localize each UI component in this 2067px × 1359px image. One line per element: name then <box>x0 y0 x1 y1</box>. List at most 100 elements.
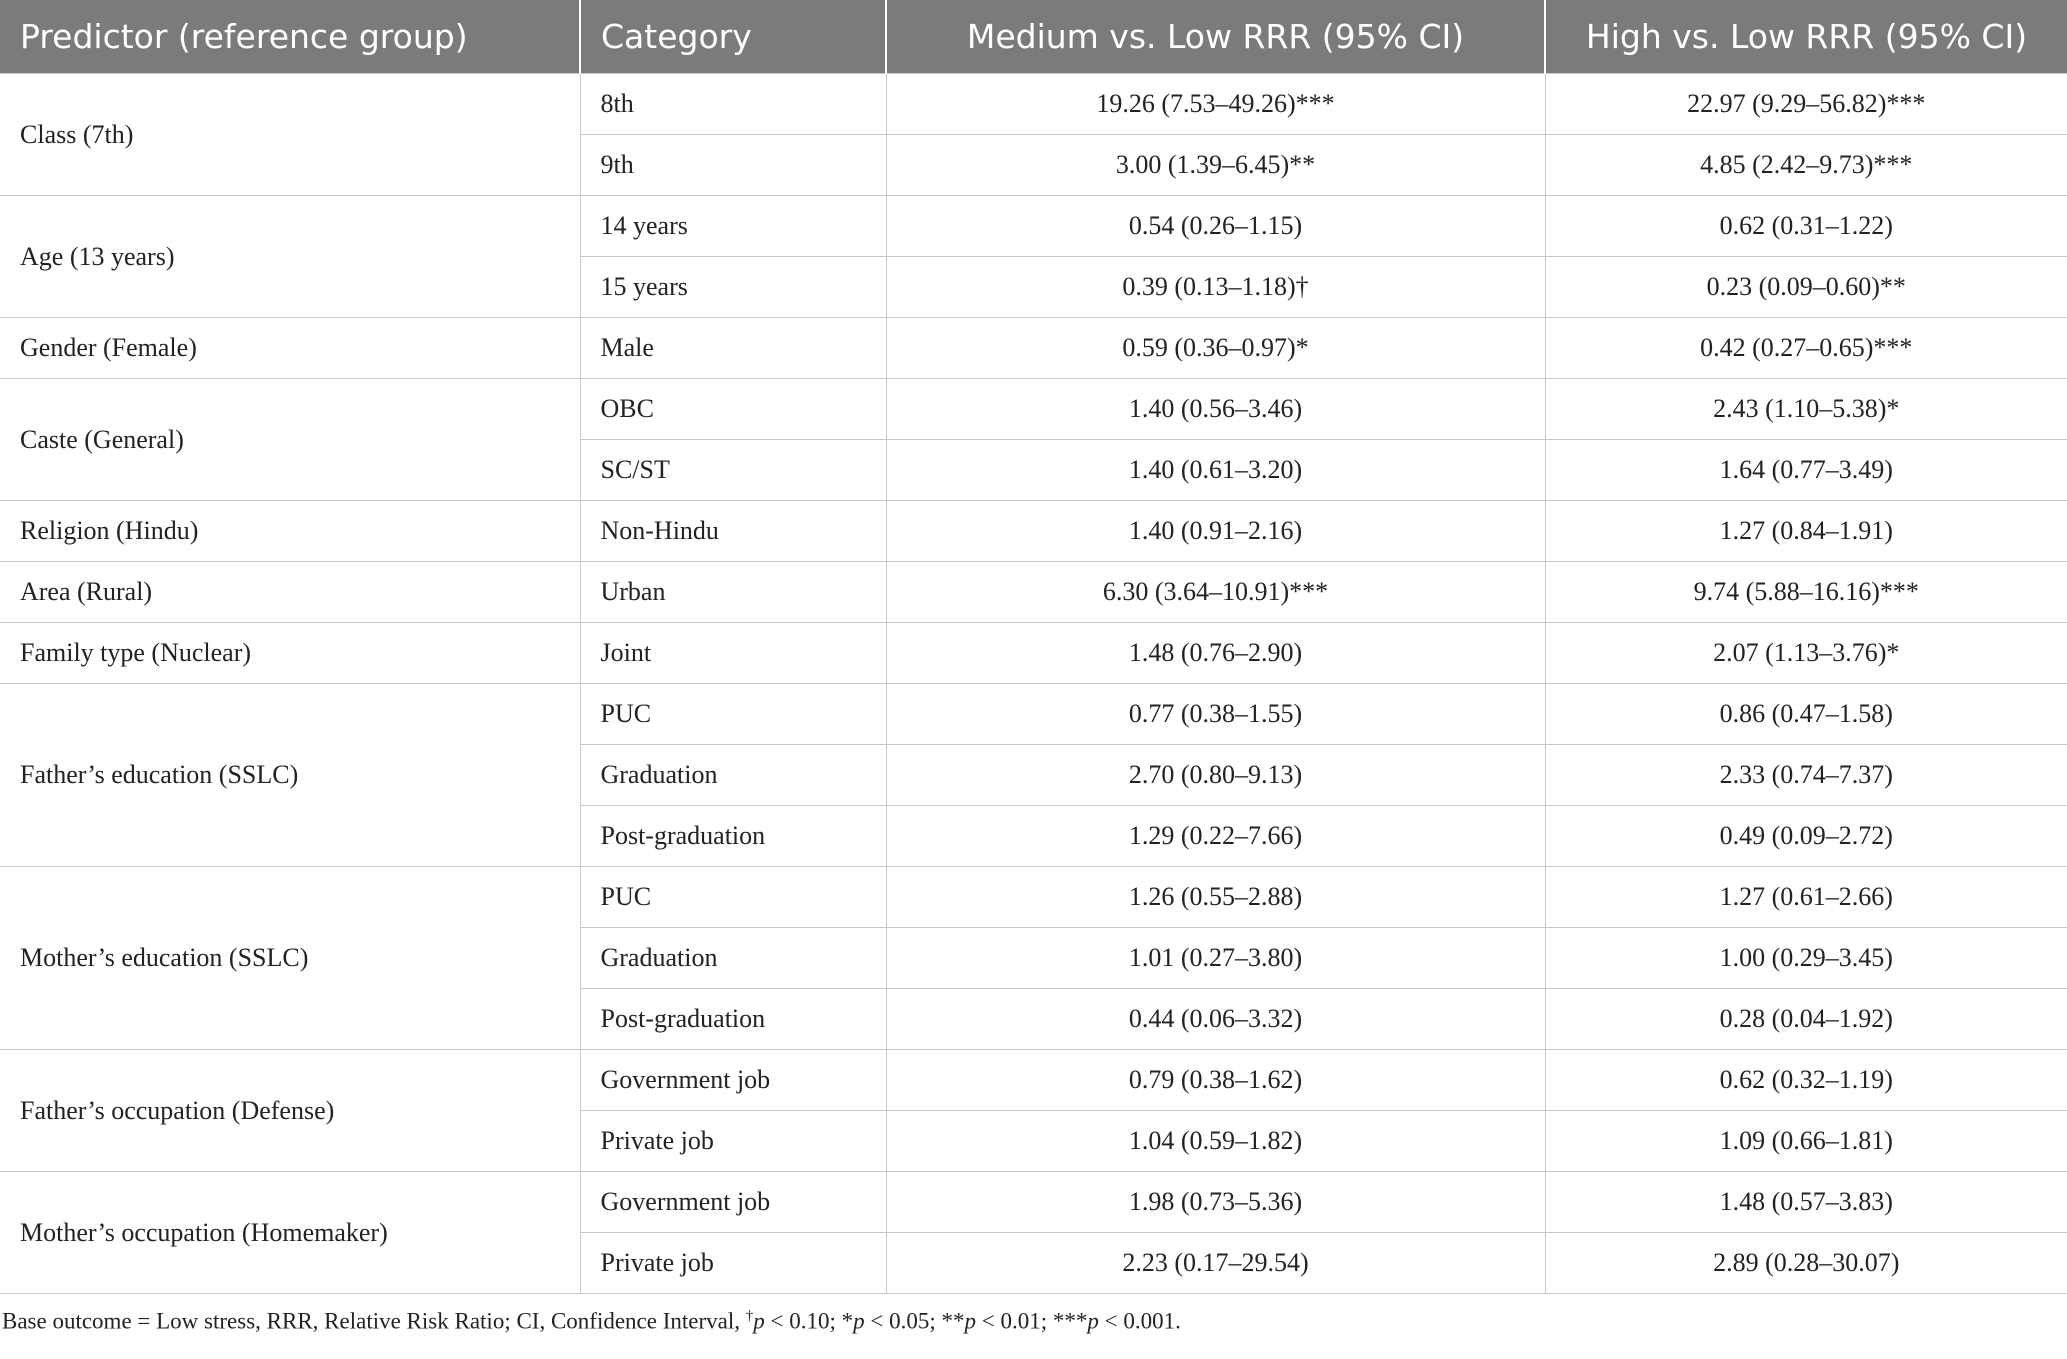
category-cell: 15 years <box>580 256 887 318</box>
value-cell: 6.30 (3.64–10.91)*** <box>885 561 1546 623</box>
predictor-cell: Age (13 years) <box>0 195 581 318</box>
category-cell: SC/ST <box>580 439 887 501</box>
table-row: Private job 2.23 (0.17–29.54) 2.89 (0.28–3… <box>0 1232 2067 1294</box>
value-cell: 0.77 (0.38–1.55) <box>885 683 1546 745</box>
value-cell: 1.40 (0.91–2.16) <box>885 500 1546 562</box>
table-row: Age (13 years) 14 years 0.54 (0.26–1.15) 0.… <box>0 195 2067 318</box>
table-row: Post-graduation 0.44 (0.06–3.32) 0.28 (0.0… <box>0 988 2067 1050</box>
footnote-text: p <box>1087 1308 1099 1334</box>
category-cell: PUC <box>579 866 887 928</box>
predictor-cell: Religion (Hindu) <box>0 500 581 562</box>
predictor-cell: Family type (Nuclear) <box>0 622 581 684</box>
value-cell: 0.62 (0.32–1.19) <box>1544 1049 2067 1111</box>
category-cell: Private job <box>580 1232 887 1294</box>
value-cell: 1.40 (0.61–3.20) <box>885 439 1546 501</box>
value-cell: 0.59 (0.36–0.97)* <box>885 317 1546 379</box>
table-row: Caste (General) OBC 1.40 (0.56–3.46) 2.43 (… <box>0 378 2067 501</box>
value-cell: 0.86 (0.47–1.58) <box>1544 683 2067 745</box>
value-cell: 1.01 (0.27–3.80) <box>885 927 1546 989</box>
value-cell: 1.64 (0.77–3.49) <box>1544 439 2067 501</box>
value-cell: 0.42 (0.27–0.65)*** <box>1544 317 2067 379</box>
value-cell: 22.97 (9.29–56.82)*** <box>1544 73 2067 135</box>
value-cell: 1.26 (0.55–2.88) <box>885 866 1546 928</box>
value-cell: 1.48 (0.76–2.90) <box>885 622 1546 684</box>
value-cell: 2.23 (0.17–29.54) <box>885 1232 1546 1294</box>
category-cell: 8th <box>579 73 887 135</box>
category-cell: Private job <box>580 1110 887 1172</box>
value-cell: 1.29 (0.22–7.66) <box>885 805 1546 867</box>
table-row: Graduation 2.70 (0.80–9.13) 2.33 (0.74–7.3… <box>0 744 2067 806</box>
value-cell: 0.54 (0.26–1.15) <box>885 195 1546 257</box>
predictor-cell: Mother’s education (SSLC) <box>0 866 581 1050</box>
value-cell: 0.49 (0.09–2.72) <box>1544 805 2067 867</box>
category-cell: Post-graduation <box>580 988 887 1050</box>
value-cell: 0.79 (0.38–1.62) <box>885 1049 1546 1111</box>
header-cell: Predictor (reference group) <box>0 0 581 74</box>
footnote-text: < 0.10; * <box>764 1308 854 1334</box>
value-cell: 19.26 (7.53–49.26)*** <box>885 73 1546 135</box>
category-cell: PUC <box>579 683 887 745</box>
predictor-cell: Father’s education (SSLC) <box>0 683 581 867</box>
predictor-cell: Mother’s occupation (Homemaker) <box>0 1171 581 1294</box>
category-cell: Government job <box>579 1049 887 1111</box>
value-cell: 0.44 (0.06–3.32) <box>885 988 1546 1050</box>
value-cell: 1.48 (0.57–3.83) <box>1544 1171 2067 1233</box>
table-row: Family type (Nuclear) Joint 1.48 (0.76–2.9… <box>0 622 2067 684</box>
footnote-text: p <box>853 1308 865 1334</box>
value-cell: 2.70 (0.80–9.13) <box>885 744 1546 806</box>
footnote-text: < 0.05; ** <box>864 1308 965 1334</box>
table-row: Mother’s education (SSLC) PUC 1.26 (0.55–2… <box>0 866 2067 1050</box>
value-cell: 4.85 (2.42–9.73)*** <box>1544 134 2067 196</box>
value-cell: 0.62 (0.31–1.22) <box>1544 195 2067 257</box>
category-cell: Joint <box>579 622 887 684</box>
category-cell: 9th <box>580 134 887 196</box>
table-row: Gender (Female) Male 0.59 (0.36–0.97)* 0.42… <box>0 317 2067 379</box>
results-table: Predictor (reference group) Category Med… <box>0 0 2067 1294</box>
footnote-text: < 0.01; *** <box>976 1308 1088 1334</box>
table-row: Father’s education (SSLC) PUC 0.77 (0.38–1… <box>0 683 2067 867</box>
header-cell: Medium vs. Low RRR (95% CI) <box>886 0 1546 74</box>
header-cell: High vs. Low RRR (95% CI) <box>1545 0 2067 74</box>
footnote-text: p <box>964 1308 977 1334</box>
category-cell: Urban <box>579 561 887 623</box>
header-cell: Category <box>580 0 887 74</box>
footnote-text: Base outcome = Low stress, RRR, Relative… <box>2 1308 746 1334</box>
category-cell: Non-Hindu <box>579 500 887 562</box>
cell-text: 0.39 (0.13–1.18)† <box>1122 272 1309 301</box>
value-cell: 1.27 (0.84–1.91) <box>1544 500 2067 562</box>
value-cell: 9.74 (5.88–16.16)*** <box>1544 561 2067 623</box>
table-row: Graduation 1.01 (0.27–3.80) 1.00 (0.29–3.4… <box>0 927 2067 989</box>
footnote: Base outcome = Low stress, RRR, Relative… <box>0 1294 2067 1335</box>
value-cell: 0.28 (0.04–1.92) <box>1544 988 2067 1050</box>
header-row: Predictor (reference group) Category Med… <box>0 0 2067 74</box>
table-row: Religion (Hindu) Non-Hindu 1.40 (0.91–2.16… <box>0 500 2067 562</box>
table-row: Private job 1.04 (0.59–1.82) 1.09 (0.66–1.… <box>0 1110 2067 1172</box>
table-row: 15 years 0.39 (0.13–1.18)† 0.23 (0.09–0.60… <box>0 256 2067 318</box>
value-cell: 2.89 (0.28–30.07) <box>1544 1232 2067 1294</box>
predictor-cell: Area (Rural) <box>0 561 581 623</box>
predictor-cell: Class (7th) <box>0 73 581 196</box>
value-cell: 1.40 (0.56–3.46) <box>885 378 1546 440</box>
value-cell: 2.43 (1.10–5.38)* <box>1544 378 2067 440</box>
value-cell: 0.39 (0.13–1.18)† <box>885 256 1546 318</box>
value-cell: 0.23 (0.09–0.60)** <box>1544 256 2067 318</box>
value-cell: 1.27 (0.61–2.66) <box>1544 866 2067 928</box>
value-cell: 3.00 (1.39–6.45)** <box>885 134 1546 196</box>
table-row: 9th 3.00 (1.39–6.45)** 4.85 (2.42–9.73)*** <box>0 134 2067 196</box>
predictor-cell: Caste (General) <box>0 378 581 501</box>
predictor-cell: Gender (Female) <box>0 317 581 379</box>
category-cell: Government job <box>579 1171 887 1233</box>
category-cell: Male <box>579 317 887 379</box>
footnote-text: < 0.001. <box>1098 1308 1181 1334</box>
table-row: Post-graduation 1.29 (0.22–7.66) 0.49 (0.0… <box>0 805 2067 867</box>
category-cell: Post-graduation <box>580 805 887 867</box>
table-row: Mother’s occupation (Homemaker) Governmen… <box>0 1171 2067 1294</box>
category-cell: OBC <box>579 378 887 440</box>
value-cell: 1.09 (0.66–1.81) <box>1544 1110 2067 1172</box>
value-cell: 2.33 (0.74–7.37) <box>1544 744 2067 806</box>
category-cell: Graduation <box>580 744 887 806</box>
category-cell: 14 years <box>579 195 887 257</box>
table-row: Area (Rural) Urban 6.30 (3.64–10.91)*** 9.7… <box>0 561 2067 623</box>
footnote-text: p <box>753 1308 765 1334</box>
